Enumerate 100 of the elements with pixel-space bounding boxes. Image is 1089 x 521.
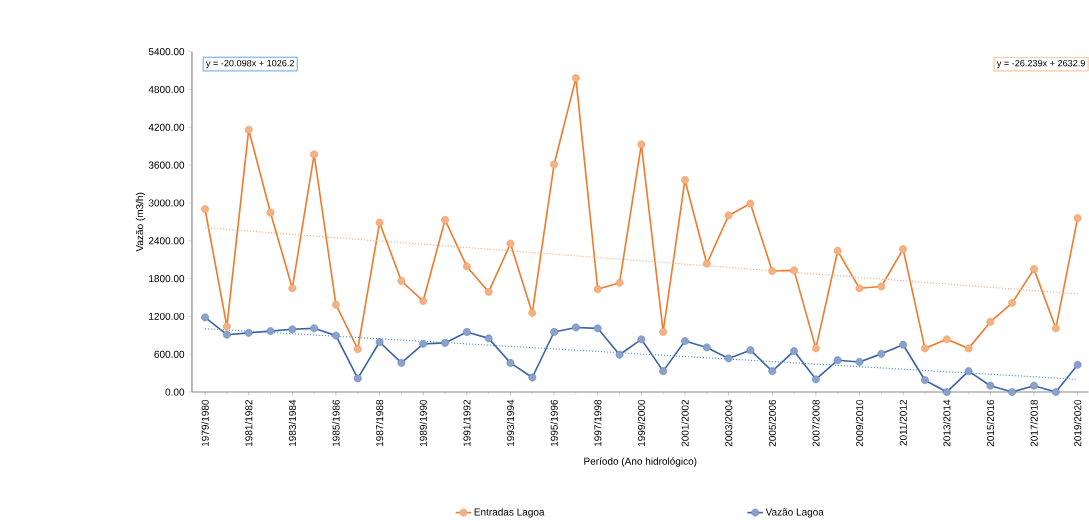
point bbox=[768, 367, 777, 376]
point bbox=[1030, 381, 1038, 390]
x-tick-label: 1991/1992 bbox=[463, 400, 471, 447]
y-tick-label: 600.00 bbox=[154, 350, 185, 358]
point bbox=[921, 344, 929, 353]
point bbox=[877, 350, 886, 358]
x-tick-label: 2005/2006 bbox=[768, 400, 776, 447]
point bbox=[986, 318, 995, 327]
x-tick-label: 1981/1982 bbox=[245, 400, 253, 447]
point bbox=[593, 285, 602, 294]
point bbox=[637, 335, 646, 344]
y-tick-label: 3600.00 bbox=[148, 161, 185, 169]
point bbox=[375, 338, 384, 347]
y-tick-label: 1200.00 bbox=[149, 313, 185, 321]
point bbox=[571, 323, 580, 332]
point bbox=[877, 282, 886, 291]
x-tick-label: 1995/1996 bbox=[550, 400, 558, 447]
point bbox=[201, 313, 209, 322]
point bbox=[1008, 299, 1017, 307]
x-tick-label: 1999/2000 bbox=[637, 400, 646, 447]
point bbox=[506, 239, 515, 248]
point bbox=[964, 367, 973, 376]
point bbox=[942, 335, 951, 344]
point bbox=[921, 376, 929, 385]
point bbox=[397, 277, 406, 286]
y-tick-label: 0.00 bbox=[165, 388, 185, 396]
point bbox=[484, 334, 493, 343]
point bbox=[659, 367, 668, 376]
point bbox=[615, 279, 624, 287]
point bbox=[681, 337, 689, 346]
legend-label: Vazão Lagoa bbox=[765, 508, 824, 518]
point bbox=[593, 324, 602, 333]
point bbox=[724, 211, 733, 220]
x-tick-label: 1983/1984 bbox=[288, 399, 296, 447]
x-tick-label: 1997/1998 bbox=[594, 400, 602, 447]
point bbox=[1030, 265, 1038, 274]
point bbox=[811, 344, 820, 353]
legend-label: Entradas Lagoa bbox=[474, 508, 545, 518]
annotation: y = -26.239x + 2632.9 bbox=[996, 60, 1085, 69]
point bbox=[266, 208, 275, 217]
point bbox=[332, 331, 340, 340]
point bbox=[746, 346, 755, 355]
point bbox=[419, 297, 428, 306]
point bbox=[288, 325, 297, 334]
point bbox=[353, 374, 362, 383]
annotation: y = -20.098x + 1026.2 bbox=[205, 60, 295, 69]
point bbox=[244, 126, 253, 134]
x-tick-label: 2015/2016 bbox=[986, 400, 995, 447]
point bbox=[833, 247, 842, 256]
point bbox=[702, 343, 711, 352]
point bbox=[288, 284, 297, 293]
point bbox=[441, 216, 449, 225]
point bbox=[222, 322, 231, 331]
point bbox=[986, 381, 995, 390]
point bbox=[571, 74, 580, 83]
point bbox=[310, 150, 319, 159]
point bbox=[637, 140, 646, 149]
point bbox=[550, 328, 559, 337]
point bbox=[441, 339, 449, 347]
point bbox=[659, 328, 668, 337]
x-tick-label: 2011/2012 bbox=[899, 400, 907, 446]
point bbox=[964, 344, 973, 353]
x-tick-label: 2003/2004 bbox=[724, 399, 733, 447]
x-tick-label: 2017/2018 bbox=[1030, 400, 1038, 447]
point bbox=[702, 259, 711, 268]
point bbox=[310, 324, 319, 333]
point bbox=[833, 356, 842, 365]
point bbox=[484, 288, 493, 297]
point bbox=[550, 160, 559, 169]
point bbox=[615, 351, 624, 359]
x-tick-label: 2001/2002 bbox=[681, 400, 689, 447]
point bbox=[1073, 214, 1082, 223]
point bbox=[201, 205, 209, 214]
point bbox=[244, 329, 253, 337]
point bbox=[375, 219, 384, 227]
point bbox=[790, 347, 798, 356]
point bbox=[681, 176, 689, 185]
point bbox=[942, 388, 951, 397]
y-tick-label: 5400.00 bbox=[148, 48, 185, 56]
x-tick-label: 1989/1990 bbox=[419, 400, 427, 447]
point bbox=[768, 267, 777, 276]
point bbox=[1051, 388, 1060, 397]
point bbox=[353, 345, 362, 354]
point bbox=[332, 300, 340, 309]
point bbox=[462, 262, 471, 271]
y-tick-label: 1800.00 bbox=[149, 275, 185, 283]
x-axis-title: Período (Ano hidrológico) bbox=[584, 457, 697, 467]
point bbox=[746, 199, 755, 208]
point bbox=[811, 375, 820, 384]
x-tick-label: 2007/2008 bbox=[812, 400, 820, 447]
point bbox=[1051, 324, 1060, 333]
x-tick-label: 1979/1980 bbox=[201, 400, 209, 447]
x-tick-label: 2013/2014 bbox=[943, 399, 951, 447]
point bbox=[462, 328, 471, 337]
point bbox=[266, 327, 275, 336]
y-tick-label: 4200.00 bbox=[148, 123, 185, 132]
point bbox=[419, 340, 428, 348]
point bbox=[855, 358, 864, 367]
point bbox=[528, 309, 537, 317]
point bbox=[528, 373, 537, 382]
